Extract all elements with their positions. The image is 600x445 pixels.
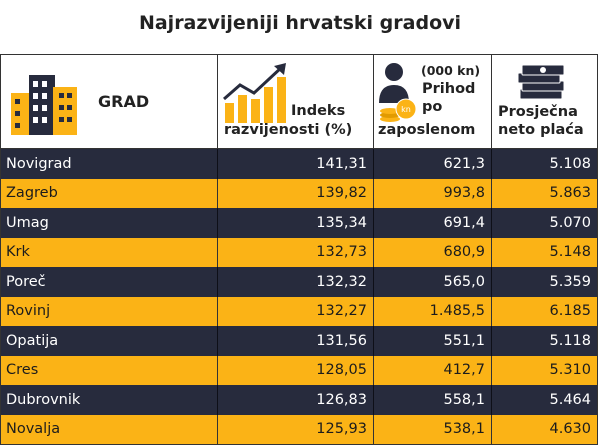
cell-placa: 4.630 <box>549 421 591 438</box>
cell-grad: Poreč <box>1 267 218 297</box>
cell-grad: Novalja <box>1 414 218 444</box>
table-row: Novalja 125,93 538,1 4.630 <box>1 414 597 444</box>
cell-prihod: 565,0 <box>374 267 492 297</box>
cell-prihod: 621,3 <box>374 149 492 179</box>
cell-grad: Krk <box>1 237 218 267</box>
table-row: Dubrovnik 126,83 558,1 5.464 <box>1 385 597 415</box>
table-row: Krk 132,73 680,9 5.148 <box>1 237 597 267</box>
cell-placa: 5.310 <box>549 362 591 379</box>
header-indeks-line1: Indeks <box>291 103 346 119</box>
cell-prihod: 558,1 <box>374 385 492 415</box>
cell-prihod: 538,1 <box>374 414 492 444</box>
table-header: GRAD Indeks razvijenosti (%) <box>1 55 597 149</box>
cell-indeks: 139,82 <box>218 178 374 208</box>
header-placa: Prosječna neto plaća <box>492 55 597 148</box>
table-body: Novigrad 141,31 621,3 5.108 Zagreb 139,82 993,… <box>1 149 597 444</box>
cell-grad: Dubrovnik <box>1 385 218 415</box>
svg-text:kn: kn <box>401 105 411 114</box>
header-prihod-line3: zaposlenom <box>378 122 476 138</box>
cell-indeks: 131,56 <box>218 326 374 356</box>
cell-indeks: 135,34 <box>218 208 374 238</box>
table-row: Opatija 131,56 551,1 5.118 <box>1 326 597 356</box>
cell-prihod: 551,1 <box>374 326 492 356</box>
cell-placa: 5.118 <box>549 332 591 349</box>
cell-grad: Novigrad <box>1 149 218 179</box>
cities-table: GRAD Indeks razvijenosti (%) <box>0 54 598 445</box>
table-row: Novigrad 141,31 621,3 5.108 <box>1 149 597 179</box>
cell-indeks: 132,32 <box>218 267 374 297</box>
cell-grad: Zagreb <box>1 178 218 208</box>
cell-placa: 5.464 <box>549 391 591 408</box>
cell-indeks: 125,93 <box>218 414 374 444</box>
cell-placa: 5.148 <box>549 244 591 261</box>
cell-grad: Rovinj <box>1 296 218 326</box>
page-title: Najrazvijeniji hrvatski gradovi <box>138 12 462 34</box>
cell-placa: 5.359 <box>549 273 591 290</box>
cell-indeks: 141,31 <box>218 149 374 179</box>
cell-grad: Cres <box>1 355 218 385</box>
table-row: Rovinj 132,27 1.485,5 6.185 <box>1 296 597 326</box>
cell-placa: 5.070 <box>549 214 591 231</box>
header-prihod-unit: (000 kn) <box>421 63 481 78</box>
cell-placa: 5.863 <box>549 185 591 202</box>
header-prihod-line2: po <box>422 99 443 115</box>
cell-indeks: 132,73 <box>218 237 374 267</box>
table-row: Cres 128,05 412,7 5.310 <box>1 355 597 385</box>
cell-prihod: 1.485,5 <box>374 296 492 326</box>
cell-prihod: 412,7 <box>374 355 492 385</box>
header-placa-line1: Prosječna <box>498 104 578 120</box>
cell-prihod: 691,4 <box>374 208 492 238</box>
cell-prihod: 993,8 <box>374 178 492 208</box>
header-placa-line2: neto plaća <box>498 122 584 138</box>
growth-chart-icon <box>223 63 286 123</box>
table-row: Umag 135,34 691,4 5.070 <box>1 208 597 238</box>
header-grad-label: GRAD <box>98 92 150 111</box>
money-stack-icon <box>517 64 565 100</box>
cell-placa: 5.108 <box>549 155 591 172</box>
cell-grad: Umag <box>1 208 218 238</box>
cell-indeks: 128,05 <box>218 355 374 385</box>
cell-indeks: 132,27 <box>218 296 374 326</box>
header-prihod: kn (000 kn) Prihod po zaposlenom <box>374 55 492 148</box>
cell-prihod: 680,9 <box>374 237 492 267</box>
table-row: Zagreb 139,82 993,8 5.863 <box>1 178 597 208</box>
person-coins-icon: kn <box>379 63 417 122</box>
cell-indeks: 126,83 <box>218 385 374 415</box>
header-prihod-line1: Prihod <box>422 81 476 97</box>
buildings-icon <box>11 75 77 135</box>
cell-grad: Opatija <box>1 326 218 356</box>
cell-placa: 6.185 <box>549 303 591 320</box>
header-indeks: Indeks razvijenosti (%) <box>218 55 374 148</box>
header-indeks-line2: razvijenosti (%) <box>224 122 353 138</box>
table-row: Poreč 132,32 565,0 5.359 <box>1 267 597 297</box>
header-grad: GRAD <box>1 55 218 148</box>
